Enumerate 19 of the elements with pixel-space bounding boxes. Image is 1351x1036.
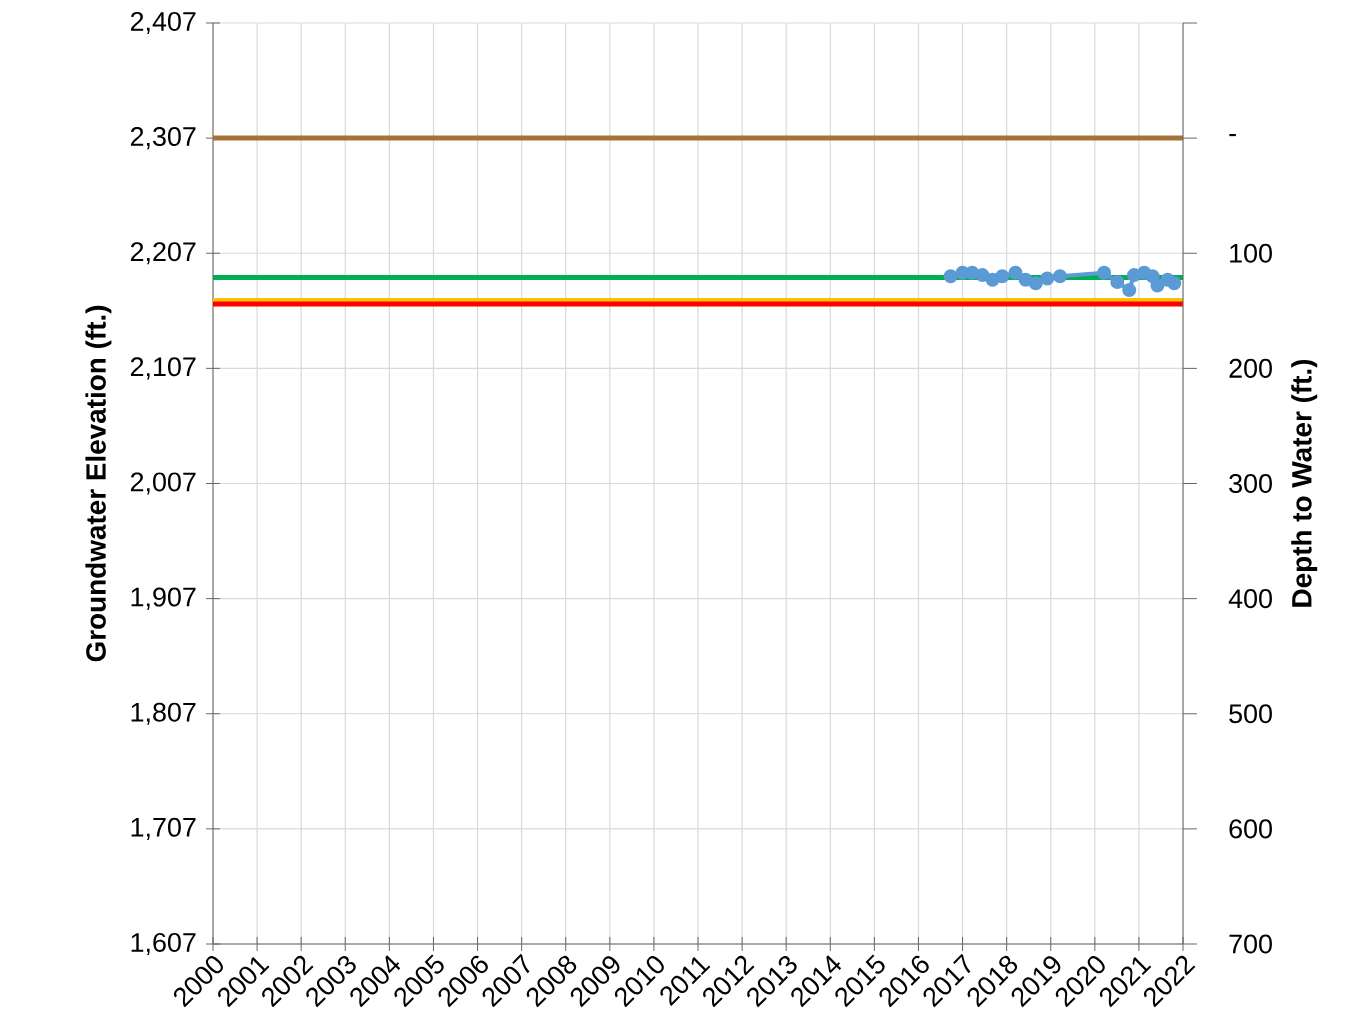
y2-tick-label: 400: [1228, 589, 1272, 609]
y2-tick-label: 100: [1230, 243, 1272, 263]
y-tick-label: 1,807: [131, 702, 196, 725]
y-tick-label: 2,007: [130, 472, 196, 495]
y2-tick-label: -: [1229, 134, 1236, 137]
y2-tick-label: 500: [1229, 704, 1272, 724]
y-tick-label: 2,407: [130, 11, 196, 35]
y-tick-label: 1,607: [131, 932, 196, 956]
y2-tick-label: 300: [1229, 473, 1272, 494]
y-tick-label: 1,907: [131, 587, 196, 610]
y-tick-label: 2,107: [130, 357, 196, 380]
y2-tick-label: 600: [1229, 819, 1272, 839]
y-axis-title: Groundwater Elevation (ft.): [85, 305, 112, 662]
y2-tick-label: 200: [1229, 358, 1272, 378]
y-tick-label: 2,307: [130, 127, 196, 150]
y-tick-label: 2,207: [130, 242, 196, 265]
y-tick-label: 1,707: [131, 817, 196, 840]
y2-axis-title: Depth to Water (ft.): [1291, 359, 1318, 607]
y2-tick-label: 700: [1229, 934, 1272, 954]
